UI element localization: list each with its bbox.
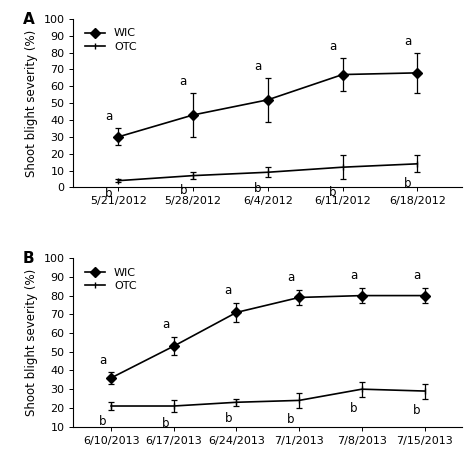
Text: b: b (105, 187, 112, 201)
Text: a: a (100, 354, 107, 367)
Text: b: b (180, 184, 187, 197)
Text: a: a (225, 284, 232, 298)
Legend: WIC, OTC: WIC, OTC (81, 263, 141, 295)
Text: a: a (413, 270, 420, 283)
Text: a: a (287, 271, 295, 284)
Text: a: a (255, 60, 262, 73)
Text: b: b (404, 177, 411, 190)
Text: A: A (23, 12, 35, 27)
Text: a: a (162, 318, 169, 331)
Text: b: b (287, 413, 295, 427)
Text: a: a (329, 40, 337, 53)
Text: a: a (404, 35, 411, 47)
Legend: WIC, OTC: WIC, OTC (81, 24, 141, 56)
Text: b: b (350, 402, 357, 415)
Text: b: b (413, 404, 420, 417)
Text: b: b (99, 415, 107, 428)
Text: a: a (105, 110, 112, 123)
Text: b: b (329, 186, 337, 199)
Y-axis label: Shoot blight severity (%): Shoot blight severity (%) (25, 269, 38, 416)
Text: b: b (225, 411, 232, 425)
Text: B: B (23, 251, 35, 266)
Text: a: a (350, 270, 357, 283)
Y-axis label: Shoot blight severity (%): Shoot blight severity (%) (25, 29, 38, 177)
Text: b: b (255, 182, 262, 195)
Text: a: a (180, 75, 187, 88)
Text: b: b (162, 417, 169, 430)
